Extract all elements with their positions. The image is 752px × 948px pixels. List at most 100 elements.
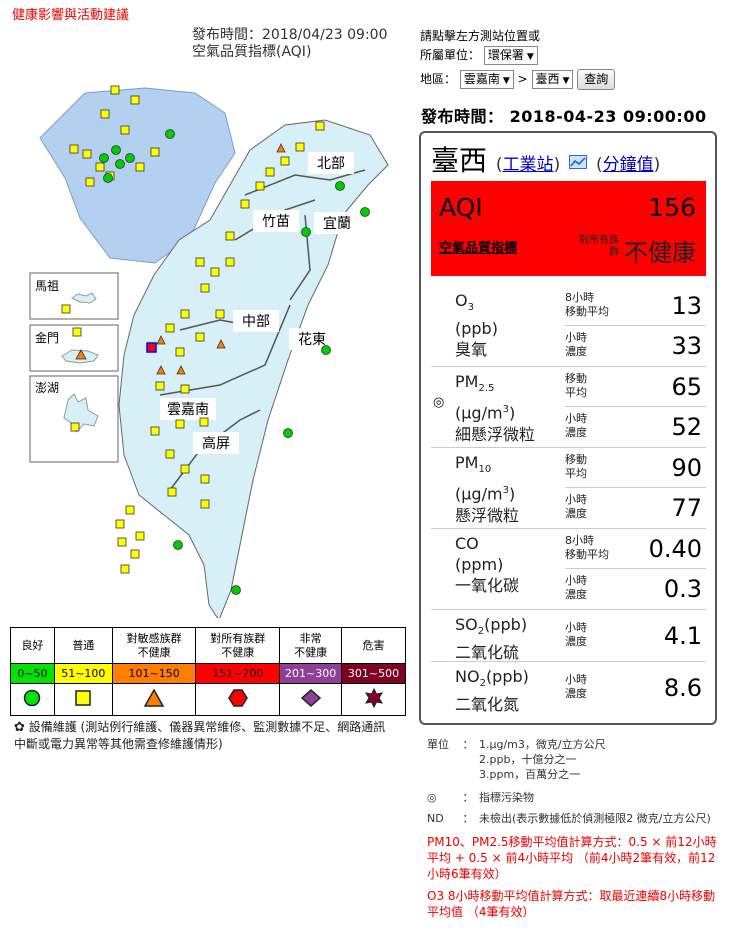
- region-label-huadong: 花東: [298, 331, 326, 347]
- station-marker: [180, 384, 190, 394]
- chart-icon[interactable]: [569, 155, 588, 169]
- matsu-inset[interactable]: [29, 272, 119, 320]
- aqi-index-link[interactable]: 空氣品質指標: [439, 241, 518, 256]
- station-marker: [240, 199, 250, 209]
- aqi-summary: AQI 156 空氣品質指標 對所有族群 不健康: [431, 181, 706, 276]
- query-button[interactable]: 查詢: [577, 69, 616, 90]
- pollutant-cn: 臭氧: [455, 340, 488, 360]
- station-marker: [200, 499, 210, 509]
- station-marker: [231, 585, 241, 595]
- agency-select[interactable]: 環保署 ▼: [483, 46, 538, 65]
- taiwan-map[interactable]: 北部 竹苗 宜蘭 中部 花東 雲嘉南 高屏 馬祖 金門 澎湖: [0, 78, 415, 618]
- region-label-yunjianan: 雲嘉南: [167, 401, 209, 417]
- pm25-hourly: 小時 濃度 52: [565, 407, 706, 447]
- unit-list: 1.μg/m3，微克/立方公尺 2.ppb，十億分之一 3.ppm，百萬分之一: [479, 737, 606, 782]
- station-marker: [165, 129, 175, 139]
- sub-label: 小時 濃度: [565, 493, 587, 520]
- station-marker: [225, 231, 235, 241]
- region-label-zhumiao: 竹苗: [262, 213, 290, 229]
- station-marker: [280, 156, 290, 166]
- legend-range-sensitive: 101~150: [111, 663, 197, 684]
- publish-time: 發布時間：2018/04/23 09:00: [192, 27, 388, 43]
- pollutant-row-co: CO (ppm) 一氧化碳 8小時 移動平均 0.40 小時 濃度 0.3: [431, 529, 706, 610]
- pollutant-label: NO2(ppb) 二氧化氮: [455, 667, 529, 715]
- unit-item: 1.μg/m3，微克/立方公尺: [479, 738, 606, 751]
- value: 0.40: [648, 535, 702, 563]
- sub-label: 小時 濃度: [565, 574, 587, 601]
- station-marker: [210, 267, 220, 277]
- station-marker: [150, 147, 160, 157]
- station-marker: [69, 144, 79, 154]
- o3-hourly: 小時 濃度 33: [565, 326, 706, 366]
- aqi-value: 156: [648, 193, 696, 222]
- station-type-link[interactable]: 工業站: [502, 155, 554, 175]
- station-marker: [315, 121, 325, 131]
- pm10-moving-avg: 移動 平均 90: [565, 448, 706, 488]
- legend-icon-very-unhealthy: [279, 683, 343, 716]
- station-marker: [295, 142, 305, 152]
- station-marker: [199, 417, 209, 427]
- sub-label: 小時 濃度: [565, 621, 587, 648]
- station-marker: [283, 428, 293, 438]
- region-select[interactable]: 雲嘉南 ▼: [459, 70, 514, 89]
- station-marker: [75, 349, 87, 360]
- site-select[interactable]: 臺西 ▼: [531, 70, 574, 89]
- aqi-legend: 良好 普通 對敏感族群 不健康 對所有族群 不健康 非常 不健康 危害 0~50…: [10, 627, 406, 716]
- legend-header-unhealthy: 對所有族群 不健康: [195, 627, 281, 664]
- sub-label: 8小時 移動平均: [565, 291, 609, 318]
- station-marker: [165, 449, 175, 459]
- inset-label-kinmen: 金門: [35, 330, 59, 345]
- station-marker: [195, 332, 205, 342]
- northwest-highlight[interactable]: [39, 87, 236, 264]
- station-marker: [100, 109, 110, 119]
- site-select-value: 臺西: [535, 72, 560, 86]
- chevron-down-icon: ▼: [562, 76, 570, 86]
- station-marker: [301, 227, 311, 237]
- station-marker: [85, 177, 95, 187]
- station-marker: [360, 207, 370, 217]
- so2-hourly: 小時 濃度 4.1: [565, 616, 706, 656]
- inset-label-penghu: 澎湖: [35, 380, 59, 395]
- pollutant-name: CO: [455, 534, 479, 553]
- index-name: 空氣品質指標(AQI): [192, 44, 312, 60]
- pollutant-row-pm10: PM10 (μg/m3) 懸浮微粒 移動 平均 90 小時 濃度 77: [431, 448, 706, 529]
- agency-label: 所屬單位：: [420, 48, 481, 62]
- station-marker: [82, 149, 92, 159]
- station-marker: [175, 347, 185, 357]
- station-panel: 臺西 (工業站) (分鐘值) AQI 156 空氣品質指標 對所有族群 不健康 …: [419, 131, 717, 725]
- taiwan-island[interactable]: [118, 119, 389, 618]
- aqi-group-text: 對所有族群: [579, 235, 619, 258]
- legend-range-hazardous: 301~500: [341, 663, 406, 684]
- co-hourly: 小時 濃度 0.3: [565, 569, 706, 609]
- o3-8h-avg: 8小時 移動平均 13: [565, 286, 706, 326]
- paren-close-2: ): [653, 155, 661, 175]
- station-marker: [176, 365, 186, 375]
- paren-open: (: [495, 155, 503, 175]
- minute-values-link[interactable]: 分鐘值: [602, 155, 654, 175]
- station-marker: [321, 345, 331, 355]
- station-marker: [130, 549, 140, 559]
- region-label-central: 中部: [242, 313, 270, 329]
- region-label-yilan: 宜蘭: [323, 215, 351, 231]
- station-marker: [120, 564, 130, 574]
- colon: ：: [462, 738, 474, 751]
- colon: ：: [462, 791, 474, 804]
- co-8h-avg: 8小時 移動平均 0.40: [565, 529, 706, 569]
- sub-label: 移動 平均: [565, 453, 587, 480]
- legend-range-unhealthy: 151~200: [195, 663, 281, 684]
- legend-icon-moderate: [53, 683, 113, 716]
- publish-time-block: 發布時間：2018/04/23 09:00 空氣品質指標(AQI): [192, 27, 388, 61]
- value: 52: [671, 413, 702, 441]
- region-select-value: 雲嘉南: [463, 72, 500, 86]
- indicator-note-text: 指標污染物: [479, 791, 534, 804]
- station-marker: [335, 181, 345, 191]
- health-advice-link[interactable]: 健康影響與活動建議: [12, 8, 130, 23]
- station-marker: [115, 519, 125, 529]
- station-marker: [70, 422, 80, 432]
- station-marker: [135, 162, 145, 172]
- pollutant-row-so2: SO2(ppb) 二氧化硫 小時 濃度 4.1: [431, 610, 706, 662]
- pollutant-row-pm25: ◎ PM2.5 (μg/m3) 細懸浮微粒 移動 平均 65 小時 濃度 52: [431, 367, 706, 448]
- legend-header-very-unhealthy: 非常 不健康: [279, 627, 343, 664]
- station-marker: [125, 153, 135, 163]
- arrow-separator: >: [517, 72, 528, 86]
